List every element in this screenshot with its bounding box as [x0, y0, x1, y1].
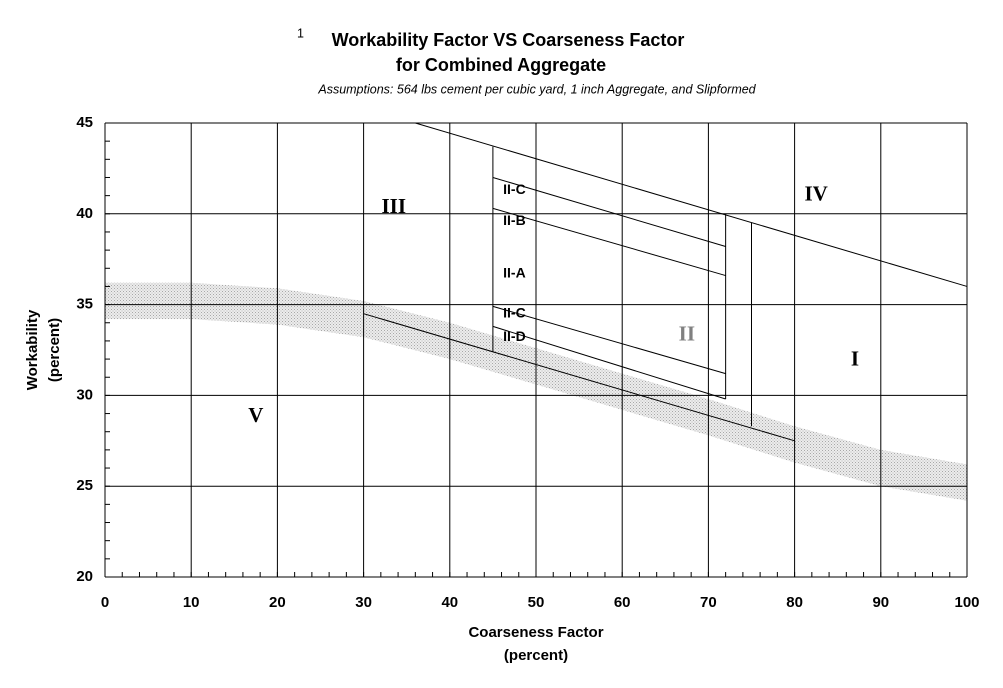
y-axis-unit: (percent) — [46, 318, 63, 382]
x-tick-label: 60 — [614, 594, 631, 611]
x-axis-label: Coarseness Factor — [468, 624, 603, 641]
chart-title: Workability Factor VS Coarseness Factor — [332, 30, 685, 50]
x-tick-label: 20 — [269, 594, 286, 611]
zone-boundary — [363, 313, 795, 442]
zone-boundary — [492, 325, 726, 400]
y-axis-label: Workability — [24, 309, 41, 390]
region-label: II-B — [503, 212, 526, 228]
region-label: II-D — [503, 328, 526, 344]
region-label: V — [248, 403, 263, 427]
region-label: II-C — [503, 181, 526, 197]
x-tick-label: 70 — [700, 594, 717, 611]
y-tick-label: 35 — [76, 296, 93, 313]
x-tick-label: 10 — [183, 594, 200, 611]
x-tick-label: 100 — [954, 594, 979, 611]
region-label: II-C — [503, 304, 526, 320]
subtitle: Assumptions: 564 lbs cement per cubic ya… — [317, 82, 756, 96]
region-label: II — [679, 321, 695, 345]
zone-boundary — [492, 207, 726, 277]
zone-boundary — [492, 305, 726, 375]
region-label: I — [851, 347, 859, 371]
x-tick-label: 40 — [441, 594, 458, 611]
y-tick-label: 40 — [76, 205, 93, 222]
trend-band — [105, 282, 967, 501]
y-tick-label: 25 — [76, 477, 93, 494]
title-note: 1 — [297, 26, 304, 40]
region-label: III — [382, 194, 407, 218]
x-tick-label: 80 — [786, 594, 803, 611]
region-label: II-A — [503, 264, 526, 280]
zone-boundary — [415, 122, 968, 287]
x-tick-label: 90 — [872, 594, 889, 611]
x-tick-label: 50 — [528, 594, 545, 611]
zone-boundary — [492, 177, 726, 247]
region-label: IV — [804, 181, 827, 205]
y-tick-label: 20 — [76, 568, 93, 585]
x-axis-unit: (percent) — [504, 647, 568, 664]
x-tick-label: 0 — [101, 594, 109, 611]
y-tick-label: 45 — [76, 114, 93, 131]
x-tick-label: 30 — [355, 594, 372, 611]
y-tick-label: 30 — [76, 386, 93, 403]
chart-title-line2: for Combined Aggregate — [396, 55, 606, 75]
